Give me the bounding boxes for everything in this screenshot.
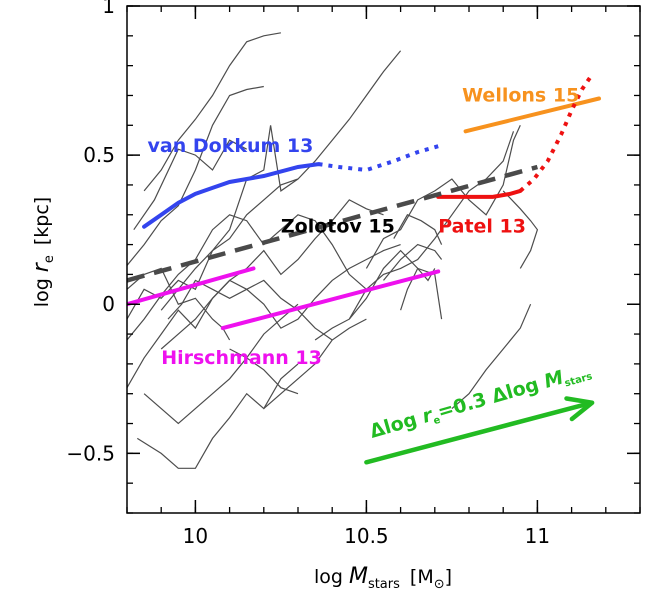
x-tick-label: 10.5 [344,524,389,548]
series-line-segment-8 [220,269,441,331]
plot-frame [126,5,641,514]
simulation-track-10 [160,244,401,350]
simulation-track-1 [127,85,264,266]
x-axis-label: log Mstars [M⊙] [314,564,452,592]
series-line-hirschmann-13 [127,266,256,307]
simulation-track-18 [400,267,436,311]
simulation-track-4 [127,50,402,320]
x-axis-label-unit-sub: ⊙ [434,577,445,592]
simulation-track-8 [136,363,299,469]
series-line-zolotov-15 [127,164,538,283]
series-line-segment-2 [318,144,439,173]
y-axis-label: log re [kpc] [29,197,57,307]
y-tick-label: −0.5 [66,441,115,465]
x-axis-label-prefix: log [314,566,349,588]
label-wellons-15: Wellons 15 [462,84,579,106]
arrow-label-sub: e [432,415,442,428]
y-tick-label: 0.5 [83,143,115,167]
simulation-track-20 [502,190,539,269]
simulation-track-7 [127,199,384,388]
x-axis-label-unit-end: ] [445,566,452,588]
x-tick-label: 10 [183,524,208,548]
series-line-wellons-15 [463,96,601,134]
x-axis-label-unit: [M [410,566,434,588]
y-tick-label: 1 [102,0,115,18]
x-tick-label: 11 [525,524,550,548]
arrow-head [564,396,595,422]
simulation-track-17 [393,214,443,245]
series-line-van-dokkum-13 [142,162,321,229]
simulation-track-5 [160,125,299,311]
slope-arrow [364,396,595,465]
simulation-track-6 [127,214,367,341]
series-lines [127,73,601,331]
label-zolotov-15: Zolotov 15 [281,216,395,238]
simulation-track-22 [229,348,299,395]
simulation-track-14 [348,249,443,320]
series-labels: van Dokkum 13 Wellons 15 Zolotov 15 Patel 1… [148,84,580,368]
y-axis-label-var: r [29,261,54,272]
label-patel-13: Patel 13 [438,216,526,238]
simulation-track-2 [143,32,282,192]
axis-ticks: 10 10.5 11 −0.5 0 0.5 1 [66,0,641,548]
arrow-label-mid: =0.3 Δlog [435,372,547,424]
label-hirschmann-13: Hirschmann 13 [161,347,322,369]
arrow-label-prefix: Δlog [367,407,425,443]
simulation-track-21 [263,318,367,410]
simulation-track-9 [143,303,299,425]
simulation-track-15 [365,125,521,269]
y-tick-label: 0 [102,292,115,316]
simulation-track-11 [127,267,231,341]
y-axis-label-unit: [kpc] [31,197,53,245]
simulation-track-3 [133,139,247,231]
x-axis-label-sub: stars [368,577,400,592]
simulation-track-19 [451,303,532,410]
series-line-segment-5 [518,73,594,193]
x-axis-label-var: M [349,564,368,589]
y-axis-label-sub: e [42,255,57,263]
y-axis-label-prefix: log [31,272,53,307]
label-van-dokkum-13: van Dokkum 13 [148,135,314,157]
arrow-label-sub2: stars [563,371,593,389]
simulation-track-16 [383,243,443,281]
series-line-patel-13 [436,188,523,199]
simulation-track-12 [167,279,333,341]
arrow-shaft [364,401,591,465]
